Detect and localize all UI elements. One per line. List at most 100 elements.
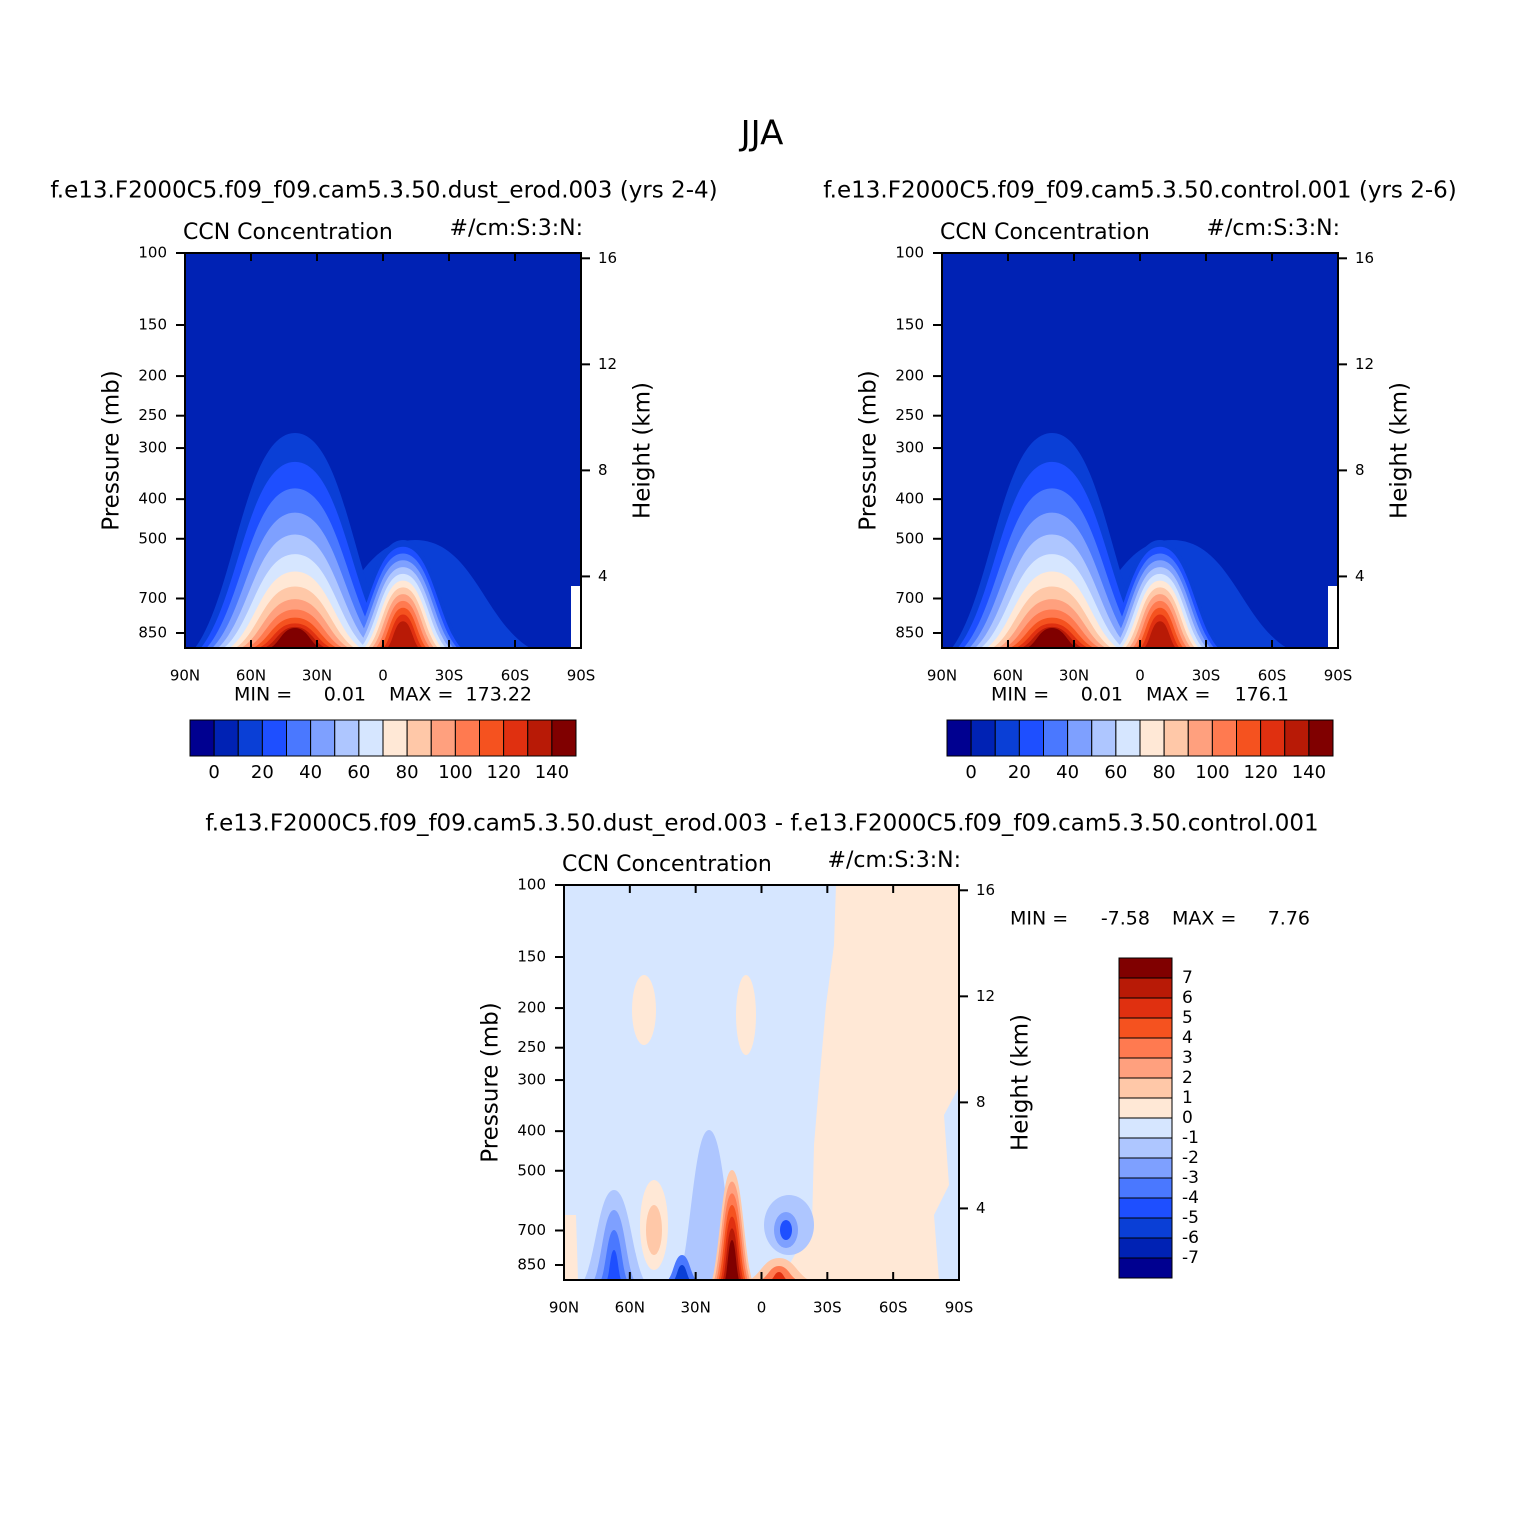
- colorbar-label: 80: [1153, 762, 1176, 783]
- x-tick-label: 90N: [170, 667, 200, 685]
- y-tick-label: 200: [138, 367, 167, 385]
- y2-tick-label: 12: [598, 355, 617, 373]
- colorbar-label: -2: [1182, 1148, 1199, 1168]
- x-tick-label: 30S: [1192, 667, 1221, 685]
- colorbar-box: [1118, 1197, 1173, 1219]
- colorbar-label: 0: [965, 762, 976, 783]
- colorbar-box: [1284, 719, 1310, 757]
- colorbar-box: [1187, 719, 1213, 757]
- colorbar-label: 100: [438, 762, 472, 783]
- y2-tick-label: 8: [598, 461, 608, 479]
- y2-axis-label: Height (km): [1008, 1014, 1034, 1151]
- subtitle: f.e13.F2000C5.f09_f09.cam5.3.50.control.…: [823, 178, 1457, 204]
- colorbar-label: 4: [1182, 1028, 1193, 1048]
- blank: [1328, 586, 1338, 648]
- y-tick-label: 300: [138, 439, 167, 457]
- colorbar-box: [1043, 719, 1069, 757]
- x-tick-label: 60N: [236, 667, 266, 685]
- colorbar-label: 60: [347, 762, 370, 783]
- max-value: 176.1: [1235, 684, 1289, 706]
- min-value: 0.01: [324, 684, 366, 706]
- max-value: 7.76: [1268, 908, 1310, 930]
- subtitle: f.e13.F2000C5.f09_f09.cam5.3.50.dust_ero…: [50, 178, 717, 204]
- contour-field: [185, 253, 581, 648]
- colorbar-box: [430, 719, 456, 757]
- colorbar-label: 80: [396, 762, 419, 783]
- y-axis-label: Pressure (mb): [478, 1002, 504, 1162]
- units-label: #/cm:S:3:N:: [1207, 216, 1340, 241]
- y-tick-label: 100: [895, 244, 924, 262]
- y2-tick-label: 16: [976, 881, 995, 899]
- y-tick-label: 700: [895, 589, 924, 607]
- contour-fill: [780, 1220, 792, 1240]
- colorbar-box: [1118, 1217, 1173, 1239]
- y-tick-label: 700: [517, 1221, 546, 1239]
- colorbar-box: [1118, 1037, 1173, 1059]
- y-tick-label: 500: [138, 529, 167, 547]
- colorbar-label: -7: [1182, 1248, 1199, 1268]
- colorbar-label: -5: [1182, 1208, 1199, 1228]
- colorbar-label: 6: [1182, 988, 1193, 1008]
- colorbar-box: [1118, 1097, 1173, 1119]
- colorbar-box: [1118, 1057, 1173, 1079]
- contour-field: [942, 253, 1338, 648]
- colorbar-box: [310, 719, 336, 757]
- colorbar-box: [1118, 1177, 1173, 1199]
- x-tick-label: 0: [757, 1299, 767, 1317]
- y-axis-label: Pressure (mb): [856, 370, 882, 530]
- min-label: MIN =: [1010, 908, 1068, 930]
- colorbar-box: [454, 719, 480, 757]
- colorbar-box: [358, 719, 384, 757]
- y-tick-label: 150: [517, 947, 546, 965]
- contour-fill: [632, 975, 656, 1045]
- colorbar-label: 140: [1292, 762, 1326, 783]
- y-tick-label: 300: [895, 439, 924, 457]
- x-tick-label: 90S: [945, 1299, 974, 1317]
- colorbar-box: [1236, 719, 1262, 757]
- colorbar-box: [261, 719, 287, 757]
- blank: [571, 586, 581, 648]
- contour-fill: [564, 1215, 578, 1280]
- colorbar-label: 40: [1056, 762, 1079, 783]
- colorbar-label: 100: [1195, 762, 1229, 783]
- y2-tick-label: 4: [1355, 567, 1365, 585]
- colorbar-label: 3: [1182, 1048, 1193, 1068]
- y2-axis-label: Height (km): [1387, 382, 1413, 519]
- colorbar-box: [503, 719, 529, 757]
- figure-title: JJA: [739, 114, 784, 154]
- colorbar-box: [1118, 1157, 1173, 1179]
- contour-fill: [1144, 621, 1176, 648]
- colorbar-box: [237, 719, 263, 757]
- colorbar-box: [1118, 997, 1173, 1019]
- colorbar-label: 0: [1182, 1108, 1193, 1128]
- colorbar-box: [527, 719, 553, 757]
- colorbar-label: -3: [1182, 1168, 1199, 1188]
- x-tick-label: 90N: [927, 667, 957, 685]
- x-tick-label: 90S: [567, 667, 596, 685]
- y-tick-label: 850: [517, 1255, 546, 1273]
- y-tick-label: 850: [895, 623, 924, 641]
- x-tick-label: 60S: [501, 667, 530, 685]
- max-value: 173.22: [466, 684, 532, 706]
- x-tick-label: 30N: [681, 1299, 711, 1317]
- colorbar-box: [406, 719, 432, 757]
- y-tick-label: 400: [517, 1122, 546, 1140]
- y-tick-label: 300: [517, 1071, 546, 1089]
- y-tick-label: 700: [138, 589, 167, 607]
- colorbar-box: [334, 719, 360, 757]
- x-tick-label: 60N: [615, 1299, 645, 1317]
- x-tick-label: 90N: [549, 1299, 579, 1317]
- colorbar-box: [286, 719, 312, 757]
- y2-tick-label: 4: [598, 567, 608, 585]
- y-tick-label: 850: [138, 623, 167, 641]
- colorbar-box: [1163, 719, 1189, 757]
- x-tick-label: 30S: [813, 1299, 842, 1317]
- colorbar-box: [1118, 977, 1173, 999]
- y-tick-label: 250: [895, 406, 924, 424]
- y-tick-label: 400: [138, 490, 167, 508]
- y-tick-label: 100: [517, 876, 546, 894]
- plot-title: CCN Concentration: [183, 220, 393, 245]
- min-label: MIN =: [991, 684, 1049, 706]
- contour-fill: [387, 621, 419, 648]
- min-label: MIN =: [234, 684, 292, 706]
